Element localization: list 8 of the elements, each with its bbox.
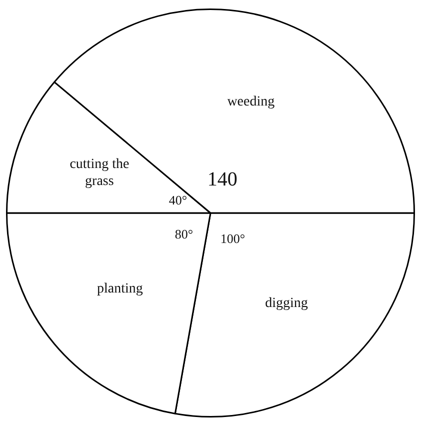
data-label: 100°	[220, 230, 246, 246]
slice-label: weeding	[227, 94, 275, 110]
data-label: 80°	[174, 226, 194, 242]
slice-label: digging	[265, 296, 308, 312]
data-label: 140	[207, 168, 238, 191]
slice-label: planting	[97, 282, 143, 297]
slice-label: cutting the grass	[70, 156, 130, 189]
data-label: 40°	[168, 192, 188, 208]
